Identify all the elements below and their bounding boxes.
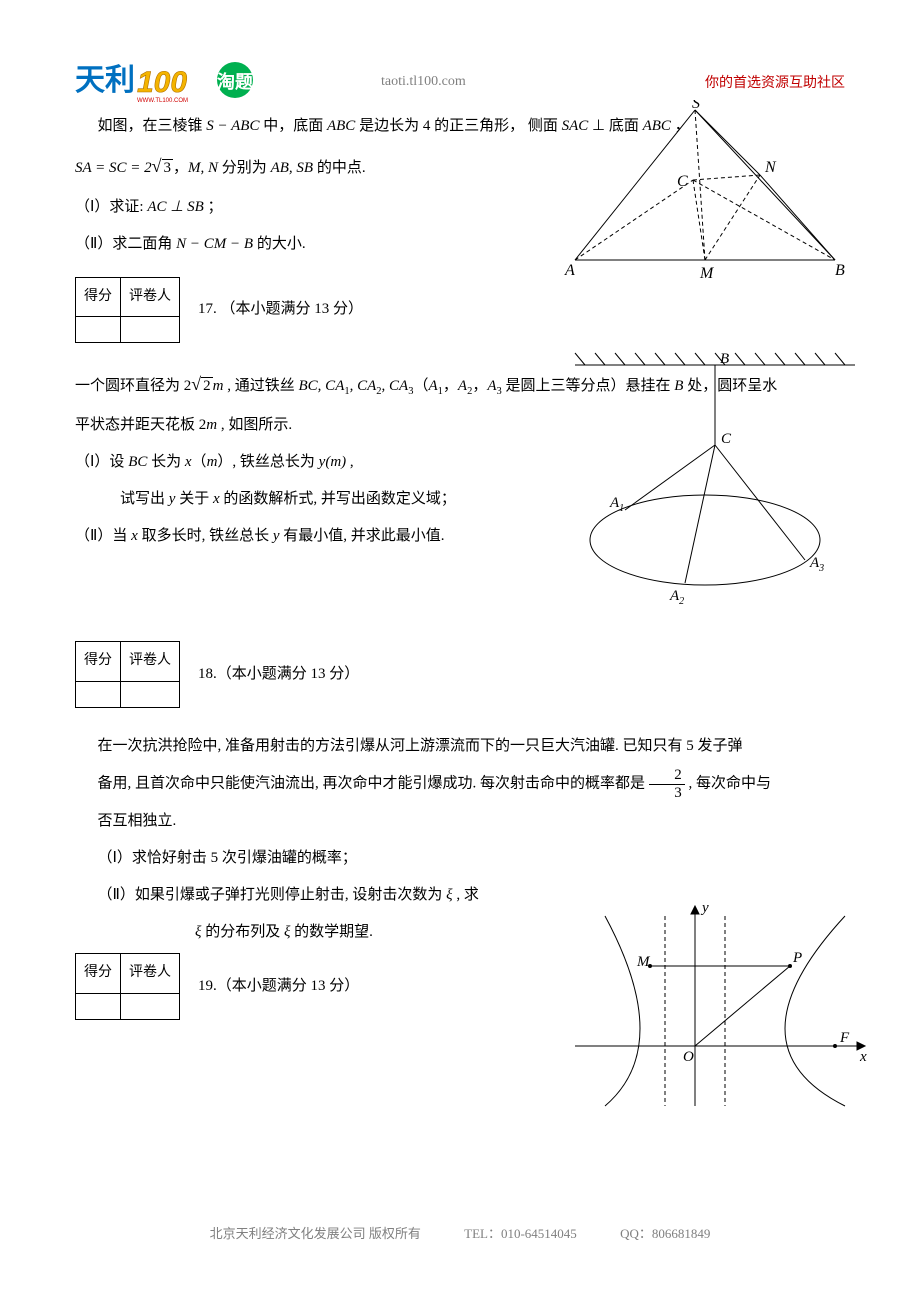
- svg-text:B: B: [835, 262, 845, 279]
- page-header: 天利 100 WWW.TL100.COM 淘题 taoti.tl100.com …: [75, 60, 845, 104]
- q18-line2: 备用, 且首次命中只能使汽油流出, 再次命中才能引爆成功. 每次射击命中的概率都…: [75, 767, 845, 801]
- header-url: taoti.tl100.com: [381, 74, 466, 90]
- svg-text:M: M: [636, 954, 651, 970]
- q17-header: 17. （本小题满分 13 分）: [198, 293, 363, 326]
- footer-qq: QQ：806681849: [620, 1226, 710, 1241]
- svg-text:F: F: [839, 1030, 850, 1046]
- logo-taoti: 淘题: [217, 71, 254, 92]
- score-table-19: 得分评卷人: [75, 953, 180, 1020]
- q18-line3: 否互相独立.: [75, 805, 845, 838]
- svg-text:O: O: [683, 1049, 694, 1065]
- svg-text:y: y: [700, 900, 709, 916]
- svg-text:N: N: [764, 159, 777, 176]
- svg-text:C: C: [677, 173, 688, 190]
- page-footer: 北京天利经济文化发展公司 版权所有 TEL：010-64514045 QQ：80…: [0, 1223, 920, 1242]
- svg-text:P: P: [792, 950, 802, 966]
- svg-text:A: A: [564, 262, 575, 279]
- figure-hyperbola: x y O M P F: [565, 896, 875, 1116]
- logo-svg: 天利 100 WWW.TL100.COM 淘题: [75, 60, 335, 104]
- document-body: 如图，在三棱锥 S − ABC 中，底面 ABC 是边长为 4 的正三角形， 侧…: [75, 110, 845, 1086]
- q18-part1: （Ⅰ）求恰好射击 5 次引爆油罐的概率；: [75, 842, 845, 875]
- figure-pyramid: S A B C M N: [545, 100, 865, 290]
- svg-text:S: S: [692, 100, 700, 112]
- logo-block: 天利 100 WWW.TL100.COM 淘题 taoti.tl100.com: [75, 60, 466, 104]
- footer-tel: TEL：010-64514045: [464, 1226, 577, 1241]
- svg-text:B: B: [720, 351, 729, 367]
- q18-line1: 在一次抗洪抢险中, 准备用射击的方法引爆从河上游漂流而下的一只巨大汽油罐. 已知…: [75, 730, 845, 763]
- logo-100: 100: [137, 66, 187, 99]
- footer-company: 北京天利经济文化发展公司 版权所有: [210, 1226, 421, 1241]
- q18-score-row: 得分评卷人 18.（本小题满分 13 分）: [75, 641, 845, 708]
- svg-text:M: M: [699, 265, 715, 282]
- q18-header: 18.（本小题满分 13 分）: [198, 658, 359, 691]
- score-table-18: 得分评卷人: [75, 641, 180, 708]
- logo-tianli: 天利: [75, 64, 135, 97]
- q19-header: 19.（本小题满分 13 分）: [198, 970, 359, 1003]
- svg-text:x: x: [859, 1049, 867, 1065]
- score-table-17: 得分评卷人: [75, 277, 180, 344]
- svg-text:C: C: [721, 431, 732, 447]
- svg-text:A3: A3: [809, 555, 824, 574]
- logo-url-sub: WWW.TL100.COM: [137, 98, 188, 104]
- svg-text:A2: A2: [669, 588, 684, 605]
- header-community: 你的首选资源互助社区: [705, 72, 845, 92]
- figure-ring: B C A1 A2 A3: [555, 345, 875, 605]
